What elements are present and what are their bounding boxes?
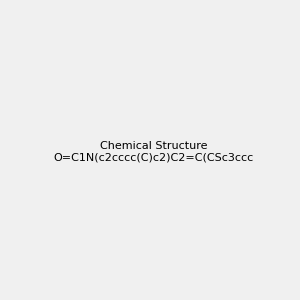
Text: Chemical Structure
O=C1N(c2cccc(C)c2)C2=C(CSc3ccc: Chemical Structure O=C1N(c2cccc(C)c2)C2=…	[54, 141, 254, 162]
